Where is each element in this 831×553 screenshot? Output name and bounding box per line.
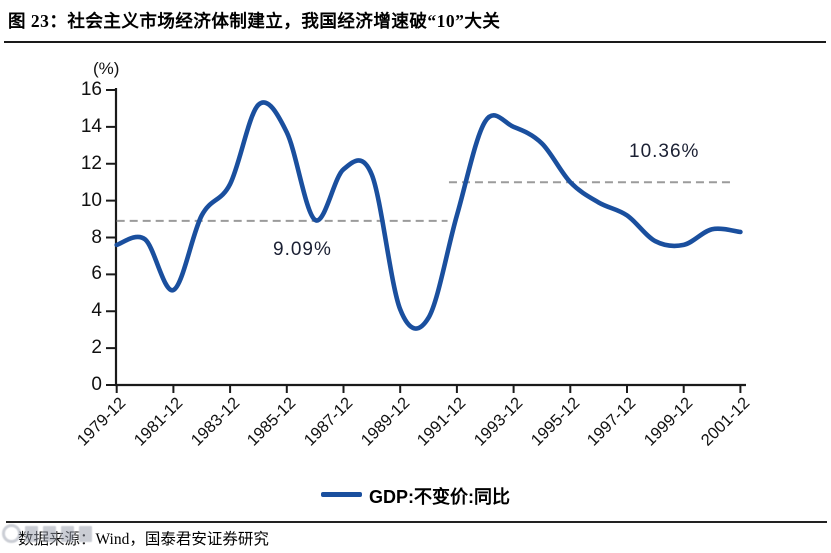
legend-line-swatch [321,492,362,497]
y-tick-label: 0 [91,374,102,395]
figure-title: 图 23：社会主义市场经济体制建立，我国经济增速破“10”大关 [8,11,501,31]
gdp-yoy-line [114,100,743,331]
avg-annotation-9-09: 9.09% [273,239,332,260]
watermark-glyph [24,524,39,543]
title-separator-line [4,41,826,43]
footer-separator-line [6,521,827,523]
y-tick-label: 10 [80,189,102,211]
legend: GDP:不变价:同比 [0,483,831,509]
y-tick-label: 14 [80,115,102,137]
y-tick-label: 16 [80,79,102,100]
watermark [2,524,93,543]
y-tick-label: 6 [91,263,102,285]
y-tick-label: 12 [80,152,102,174]
watermark-glyph [60,524,75,543]
watermark-glyph [78,524,93,543]
y-axis-unit-label: (%) [93,59,120,78]
avg-annotation-10-36: 10.36% [629,141,700,162]
y-tick-label: 2 [91,337,102,359]
watermark-logo-icon [2,524,21,543]
y-tick-label: 4 [91,300,102,322]
legend-label: GDP:不变价:同比 [369,487,510,507]
watermark-glyph [42,524,57,543]
y-tick-label: 8 [91,226,102,248]
